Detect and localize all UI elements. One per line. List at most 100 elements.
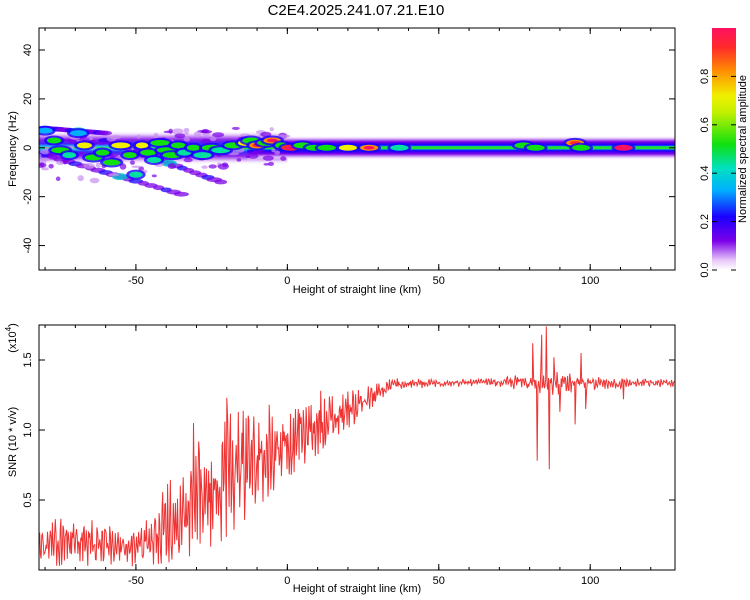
- spectrogram-x-tick-label: 0: [284, 275, 290, 287]
- spectrogram-x-axis-label: Height of straight line (km): [293, 284, 421, 296]
- spectrogram-speckle: [274, 150, 281, 155]
- spectrogram-blob-core: [618, 145, 629, 150]
- snr-y-tick-label: 0.5: [22, 492, 34, 507]
- spectrogram-blob: [186, 144, 201, 151]
- spectrogram-speckle: [89, 137, 94, 141]
- spectrogram-speckle: [77, 175, 84, 182]
- colorbar-tick-label: 0.4: [699, 166, 711, 181]
- spectrogram-speckle: [151, 174, 157, 178]
- spectrogram-speckle: [39, 153, 42, 159]
- spectrogram-speckle: [168, 128, 173, 134]
- spectrogram-y-tick-label: -20: [22, 189, 34, 205]
- spectrogram-speckle: [171, 128, 184, 135]
- spectrogram-speckle: [212, 132, 225, 138]
- spectrogram-speckle: [167, 163, 177, 170]
- spectrogram-band-core: [227, 146, 675, 150]
- spectrogram-blob: [140, 149, 156, 156]
- spectrogram-speckle: [56, 160, 65, 166]
- spectrogram-speckle: [108, 172, 120, 177]
- spectrogram-blob: [146, 157, 162, 163]
- spectrogram-speckle: [55, 176, 61, 182]
- spectrogram-x-tick-label: 100: [581, 275, 599, 287]
- spectrogram-speckle: [41, 167, 50, 171]
- spectrogram-speckle: [44, 146, 50, 150]
- spectrogram-speckle: [79, 151, 84, 156]
- colorbar-tick-label: 0.2: [699, 214, 711, 229]
- spectrogram-frame: [38, 27, 676, 271]
- spectrogram-speckle: [174, 133, 186, 139]
- spectrogram-speckle: [208, 164, 217, 169]
- spectrogram-plot-area: [39, 125, 675, 197]
- spectrogram-speckle: [210, 137, 217, 141]
- snr-y-axis-label: SNR (10 * v/v): [7, 407, 19, 477]
- snr-x-axis-label: Height of straight line (km): [293, 583, 421, 595]
- spectrogram-speckle: [183, 127, 190, 133]
- snr-multiplier-close: ): [7, 323, 19, 327]
- colorbar-axis: 0.0 0.2 0.4 0.6 0.8: [699, 69, 736, 278]
- spectrogram-speckle: [40, 157, 51, 162]
- snr-multiplier-exponent: 4: [4, 326, 13, 331]
- spectrogram-y-tick-label: 0: [22, 145, 34, 151]
- colorbar-label: Normalized spectral amplitude: [737, 75, 749, 223]
- spectrogram-speckle: [136, 134, 141, 139]
- spectrogram-speckle: [153, 132, 159, 139]
- spectrogram-speckle: [231, 126, 240, 130]
- colorbar-tick-label: 0.0: [699, 262, 711, 277]
- chart-title: C2E4.2025.241.07.21.E10: [268, 2, 445, 19]
- spectrogram-panel: -50 0 50 100 -40 -20 0 20 40 Height of straight …: [7, 27, 676, 296]
- spectrogram-speckle: [269, 127, 274, 132]
- snr-plot-area: [39, 326, 675, 567]
- snr-panel: -50 0 50 100 0.5 1.0 1.5 Height of straight li…: [4, 323, 676, 595]
- spectrogram-x-tick-label: 50: [433, 275, 445, 287]
- spectrogram-x-tick-label: -50: [128, 275, 144, 287]
- snr-frame: [38, 324, 676, 571]
- spectrogram-blob-core: [266, 138, 278, 143]
- spectrogram-speckle: [221, 162, 229, 168]
- spectrogram-speckle: [106, 136, 117, 142]
- spectrogram-speckle: [280, 156, 287, 161]
- spectrogram-blob: [171, 142, 186, 149]
- spectrogram-blob: [103, 159, 121, 166]
- spectrogram-speckle: [263, 163, 270, 166]
- spectrogram-blob: [129, 171, 143, 178]
- snr-x-tick-label: 100: [581, 575, 599, 587]
- spectrogram-speckle: [183, 137, 191, 142]
- colorbar: 0.0 0.2 0.4 0.6 0.8 Normalized spectral ampl…: [699, 28, 749, 278]
- spectrogram-streak-blob: [214, 179, 228, 185]
- spectrogram-speckle: [182, 132, 190, 135]
- spectrogram-speckle: [183, 157, 193, 163]
- colorbar-tick-label: 0.6: [699, 117, 711, 132]
- colorbar-gradient: [712, 28, 736, 270]
- colorbar-tick-label: 0.8: [699, 69, 711, 84]
- snr-y-tick-label: 1.5: [22, 352, 34, 367]
- spectrogram-speckle: [96, 141, 108, 145]
- spectrogram-y-tick-label: 40: [22, 44, 34, 56]
- spectrogram-blob: [526, 144, 545, 151]
- spectrogram-streak-blob: [173, 191, 189, 197]
- spectrogram-blob: [317, 144, 336, 151]
- spectrogram-blob: [150, 139, 170, 146]
- snr-y-tick-label: 1.0: [22, 422, 34, 437]
- spectrogram-blob: [135, 142, 149, 149]
- spectrogram-blob: [39, 127, 53, 134]
- spectrogram-blob: [111, 142, 131, 149]
- snr-multiplier-label: (x104): [4, 323, 19, 353]
- spectrogram-y-tick-label: -40: [22, 238, 34, 254]
- spectrogram-axes: -50 0 50 100 -40 -20 0 20 40: [22, 28, 675, 287]
- spectrogram-y-axis-label: Frequency (Hz): [7, 111, 19, 187]
- spectrogram-speckle: [39, 162, 45, 168]
- snr-axes: -50 0 50 100 0.5 1.0 1.5: [22, 325, 675, 587]
- spectrogram-blob: [62, 152, 77, 159]
- spectrogram-y-tick-label: 20: [22, 93, 34, 105]
- spectrogram-blob: [95, 149, 110, 156]
- spectrogram-blob: [123, 152, 137, 159]
- snr-series-line: [39, 326, 675, 567]
- spectrogram-speckle: [48, 163, 54, 169]
- spectrogram-speckle: [271, 148, 276, 153]
- spectrogram-speckle: [193, 131, 202, 138]
- spectrogram-speckle: [201, 165, 208, 169]
- spectrogram-blob: [338, 144, 357, 151]
- spectrogram-blob: [70, 130, 87, 137]
- spectrogram-speckle: [200, 130, 213, 134]
